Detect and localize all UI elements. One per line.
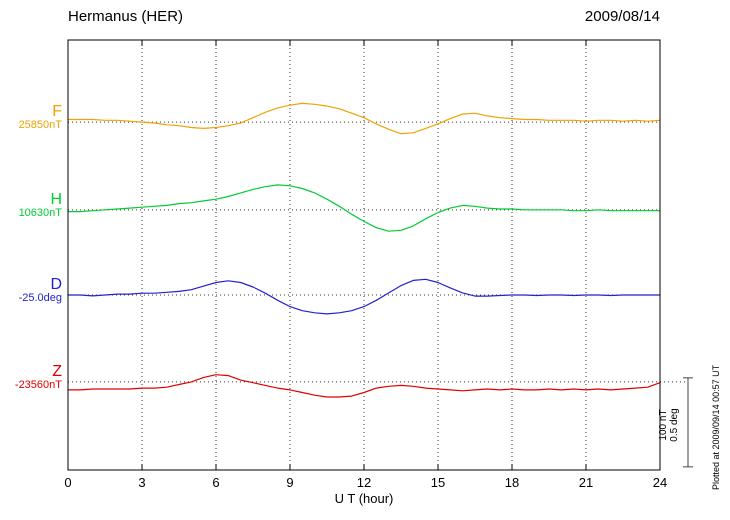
series-baseline-value-Z: -23560nT: [14, 378, 62, 391]
tick-label-9: 9: [286, 475, 293, 490]
tick-label-0: 0: [64, 475, 71, 490]
trace-F: [67, 102, 661, 135]
tick-label-21: 21: [579, 475, 593, 490]
tick-label-12: 12: [357, 475, 371, 490]
trace-H: [67, 184, 661, 232]
plotted-at-note: Plotted at 2009/09/14 00:57 UT: [711, 364, 721, 490]
series-baseline-value-H: 10630nT: [18, 206, 62, 219]
x-axis-label: U T (hour): [334, 491, 394, 506]
trace-D: [67, 278, 661, 315]
series-letter-H: H: [50, 190, 62, 208]
tick-label-15: 15: [431, 475, 445, 490]
series-letter-D: D: [50, 275, 62, 293]
date-label: 2009/08/14: [584, 8, 660, 25]
tick-label-18: 18: [505, 475, 519, 490]
series-letter-Z: Z: [52, 362, 62, 380]
trace-Z: [67, 374, 661, 398]
scale-bar-label: 100 nT 0.5 deg: [658, 402, 680, 448]
series-label-Z: Z -23560nT: [14, 362, 62, 391]
series-label-D: D -25.0deg: [18, 275, 62, 304]
station-title: Hermanus (HER): [68, 8, 184, 25]
tick-label-3: 3: [138, 475, 145, 490]
series-baseline-value-D: -25.0deg: [18, 291, 62, 304]
series-baseline-value-F: 25850nT: [18, 119, 62, 132]
scale-deg-label: 0.5 deg: [669, 408, 680, 442]
series-letter-F: F: [52, 103, 62, 121]
scale-nt-label: 100 nT: [658, 409, 669, 441]
tick-label-24: 24: [653, 475, 667, 490]
series-label-F: F 25850nT: [18, 103, 62, 132]
series-label-H: H 10630nT: [18, 190, 62, 219]
tick-label-6: 6: [212, 475, 219, 490]
